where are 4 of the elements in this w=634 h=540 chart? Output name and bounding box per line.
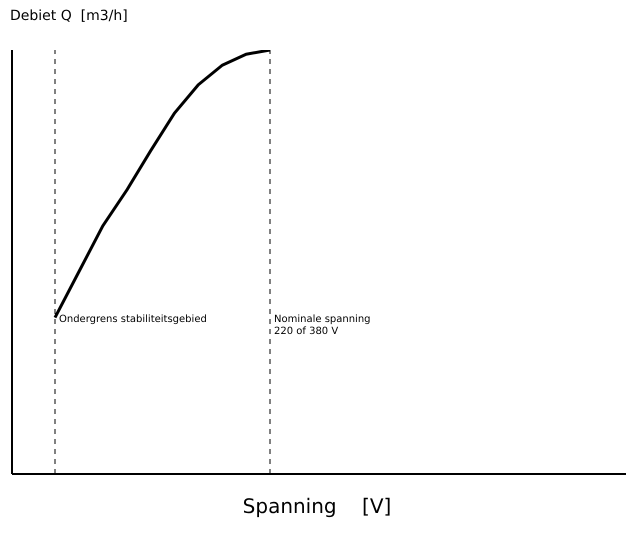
y-axis-title: Debiet Q [m3/h] [9, 8, 129, 26]
x-axis-title: Spanning [V] [242, 494, 392, 518]
annotation: Ondergrens stabiliteitsgebied [59, 314, 207, 325]
annotation: Nominale spanning 220 of 380 V [274, 314, 371, 337]
